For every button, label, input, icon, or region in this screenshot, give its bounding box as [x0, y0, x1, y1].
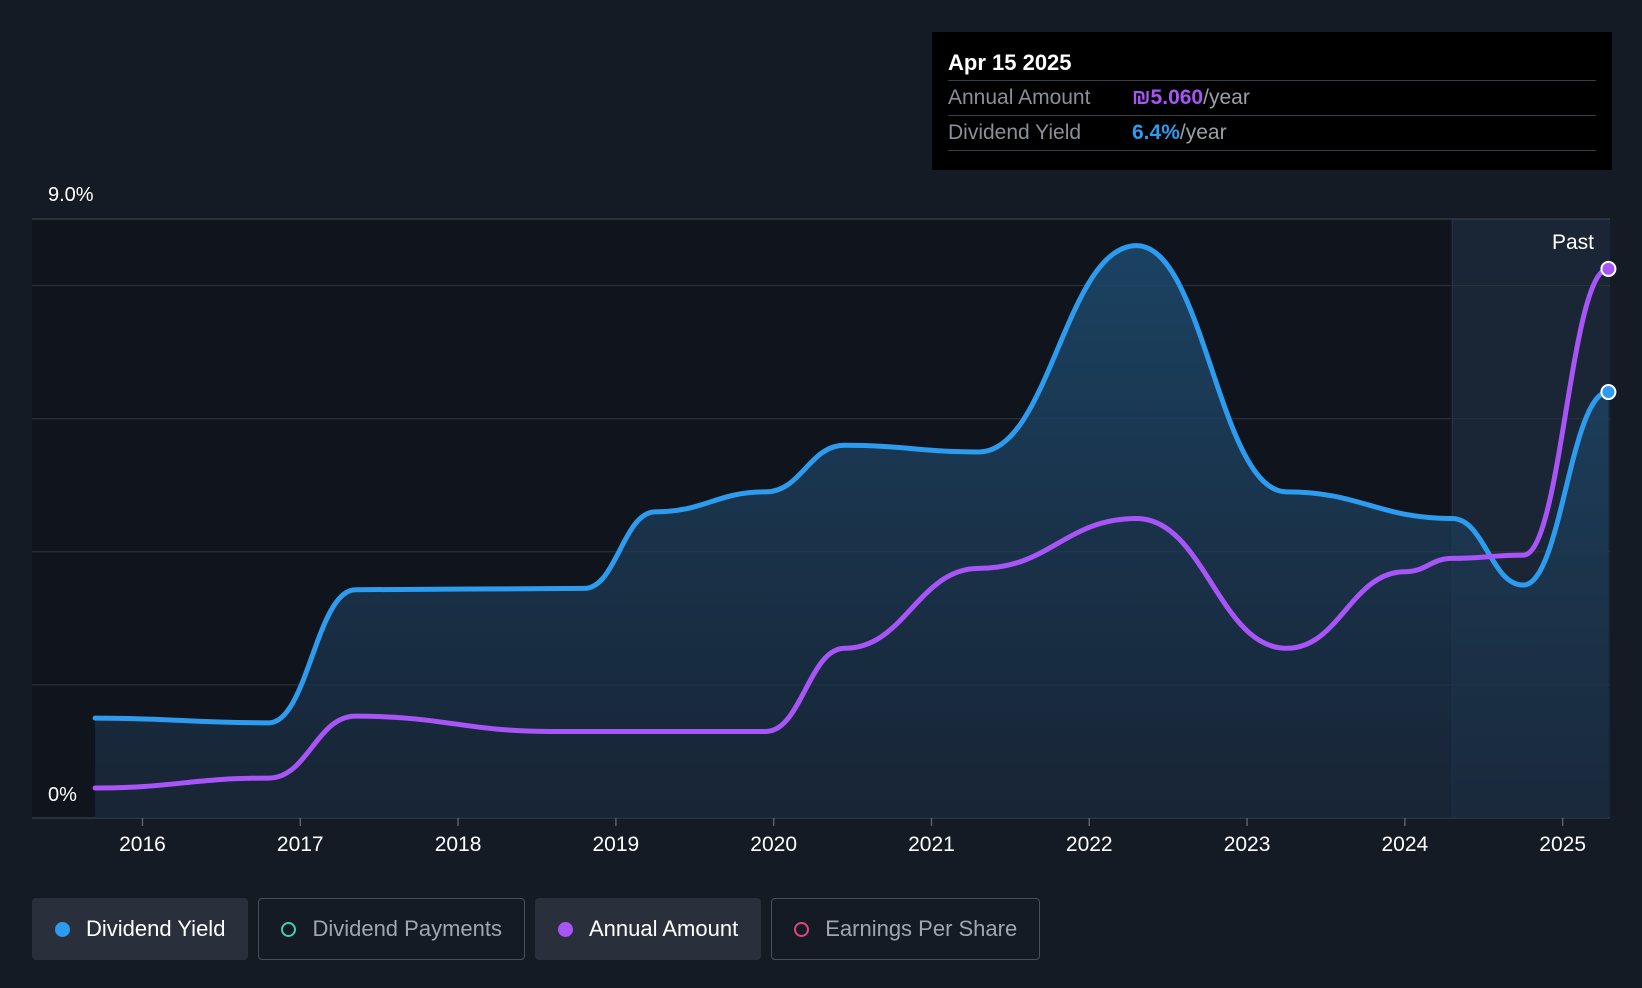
dividend-yield-area: [95, 245, 1609, 819]
x-tick-label-2017: 2017: [277, 833, 324, 856]
legend-dividend-payments[interactable]: Dividend Payments: [258, 898, 525, 960]
x-tick-label-2021: 2021: [908, 833, 955, 856]
earnings-per-share-ring-icon: [794, 921, 810, 937]
tooltip-annual-amount-row: Annual Amount ₪5.060 /year: [948, 81, 1596, 116]
legend-annual-amount[interactable]: Annual Amount: [534, 898, 762, 960]
dividend-yield-dot-icon: [55, 921, 70, 937]
x-tick-label-2016: 2016: [119, 833, 166, 856]
annual-amount-end-point: [1600, 260, 1617, 277]
chart-legend: Dividend Yield Dividend Payments Annual …: [32, 898, 1041, 960]
legend-annual-amount-label: Annual Amount: [588, 916, 739, 941]
tooltip-dividend-yield-row: Dividend Yield 6.4% /year: [948, 116, 1596, 151]
tooltip-dividend-yield-unit: /year: [1179, 121, 1227, 144]
chart-tooltip: Apr 15 2025 Annual Amount ₪5.060 /year D…: [932, 32, 1612, 170]
legend-dividend-payments-label: Dividend Payments: [312, 916, 502, 941]
x-tick-label-2020: 2020: [750, 833, 797, 856]
legend-earnings-per-share-label: Earnings Per Share: [825, 916, 1018, 941]
legend-dividend-yield-label: Dividend Yield: [86, 916, 226, 941]
dividend-yield-end-point: [1600, 384, 1617, 401]
x-tick-label-2023: 2023: [1224, 833, 1271, 856]
x-tick-label-2018: 2018: [435, 833, 482, 856]
y-axis-bottom-label: 0%: [48, 784, 77, 806]
x-tick-label-2024: 2024: [1382, 833, 1429, 856]
x-tick-label-2025: 2025: [1539, 833, 1586, 856]
legend-earnings-per-share[interactable]: Earnings Per Share: [771, 898, 1041, 960]
legend-dividend-yield[interactable]: Dividend Yield: [32, 898, 249, 960]
dividend-yield-line: [92, 243, 1611, 726]
tooltip-annual-amount-unit: /year: [1203, 86, 1250, 109]
tooltip-dividend-yield-value: 6.4%: [1132, 121, 1180, 144]
tooltip-dividend-yield-label: Dividend Yield: [948, 121, 1082, 144]
tooltip-annual-amount-value: ₪5.060: [1132, 86, 1204, 109]
past-label: Past: [1552, 231, 1594, 254]
x-tick-label-2019: 2019: [593, 833, 640, 856]
x-tick-label-2022: 2022: [1066, 833, 1113, 856]
annual-amount-dot-icon: [557, 921, 573, 937]
dividend-payments-ring-icon: [281, 921, 297, 937]
tooltip-date: Apr 15 2025: [948, 46, 1596, 81]
y-axis-top-label: 9.0%: [48, 184, 94, 206]
tooltip-annual-amount-label: Annual Amount: [948, 86, 1091, 109]
annual-amount-line: [92, 266, 1611, 791]
